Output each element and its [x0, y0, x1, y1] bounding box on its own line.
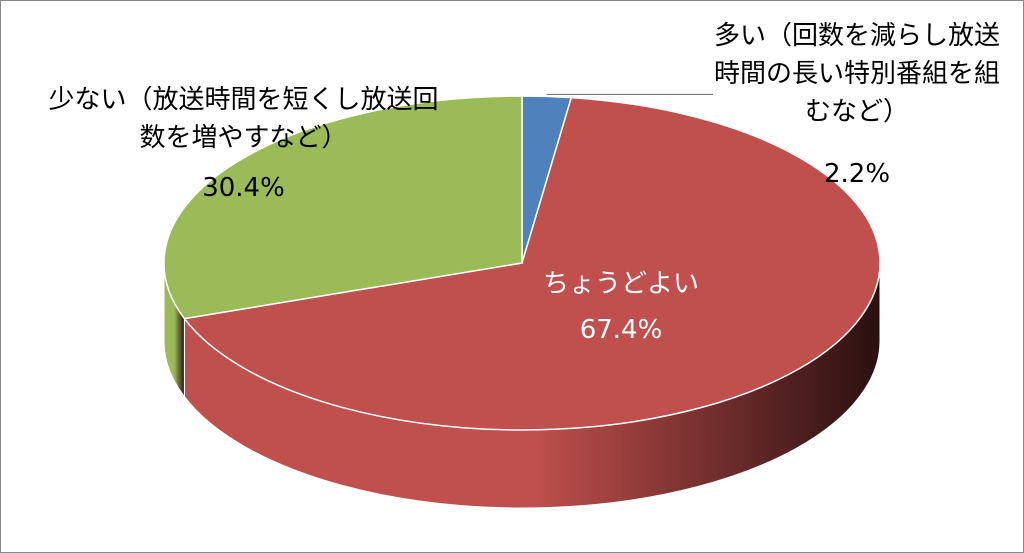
value-label: 67.4%: [579, 315, 663, 345]
slice: [163, 95, 523, 320]
slice: [183, 96, 881, 431]
slice-label: 少ない（放送時間を短くし放送回数を増やすなど）: [48, 85, 439, 153]
slice-label: 多い（回数を減らし放送時間の長い特別番組を組むなど）: [713, 21, 1000, 127]
value-label: 2.2%: [823, 159, 891, 189]
value-label: 30.4%: [202, 173, 285, 203]
slice-label: ちょうどよい: [542, 269, 699, 299]
